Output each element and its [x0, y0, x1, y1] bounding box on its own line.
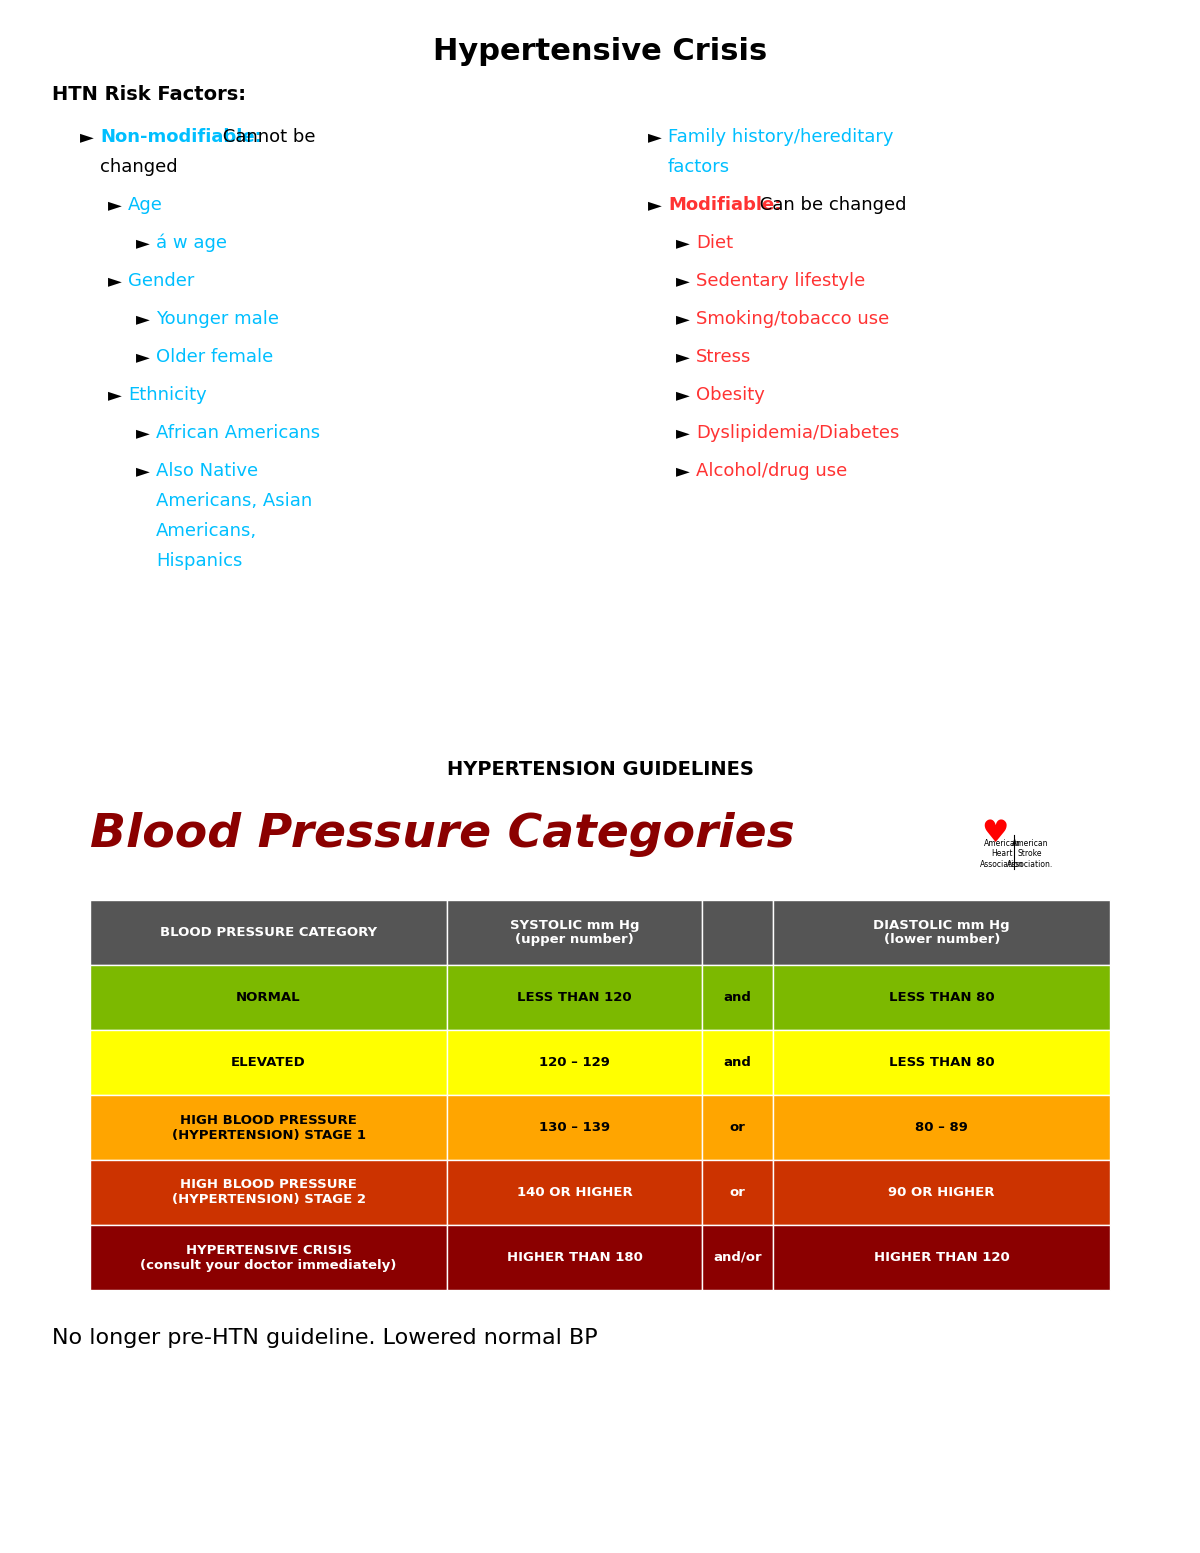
Text: HYPERTENSION GUIDELINES: HYPERTENSION GUIDELINES	[446, 759, 754, 780]
Text: changed: changed	[100, 158, 178, 175]
Text: Gender: Gender	[128, 272, 194, 290]
Bar	[90, 964, 446, 1030]
Text: HYPERTENSIVE CRISIS
(consult your doctor immediately): HYPERTENSIVE CRISIS (consult your doctor…	[140, 1244, 397, 1272]
Text: Hispanics: Hispanics	[156, 551, 242, 570]
Text: ►: ►	[136, 348, 150, 367]
Text: ►: ►	[80, 127, 94, 146]
Text: Younger male: Younger male	[156, 311, 278, 328]
Text: Can be changed: Can be changed	[754, 196, 906, 214]
Text: or: or	[730, 1121, 745, 1134]
Text: 120 – 129: 120 – 129	[539, 1056, 610, 1068]
Text: Blood Pressure Categories: Blood Pressure Categories	[90, 812, 794, 857]
Text: American
Stroke
Association.: American Stroke Association.	[1007, 839, 1054, 868]
Text: Alcohol/drug use: Alcohol/drug use	[696, 461, 847, 480]
Text: LESS THAN 80: LESS THAN 80	[889, 991, 995, 1003]
Text: Ethnicity: Ethnicity	[128, 387, 206, 404]
Bar	[774, 901, 1110, 964]
Text: Family history/hereditary: Family history/hereditary	[668, 127, 894, 146]
Text: Smoking/tobacco use: Smoking/tobacco use	[696, 311, 889, 328]
Text: Cannot be: Cannot be	[217, 127, 316, 146]
Text: Older female: Older female	[156, 348, 274, 367]
Bar	[90, 901, 446, 964]
Bar	[774, 1030, 1110, 1095]
Bar	[702, 964, 774, 1030]
Text: Americans,: Americans,	[156, 522, 257, 540]
Text: ►: ►	[136, 235, 150, 252]
Text: 90 OR HIGHER: 90 OR HIGHER	[888, 1186, 995, 1199]
Text: Obesity: Obesity	[696, 387, 764, 404]
Text: ►: ►	[648, 127, 662, 146]
Text: ►: ►	[676, 461, 690, 480]
Text: ►: ►	[136, 311, 150, 328]
Bar	[702, 1160, 774, 1225]
Text: or: or	[730, 1186, 745, 1199]
Text: ELEVATED: ELEVATED	[232, 1056, 306, 1068]
Text: ►: ►	[136, 424, 150, 443]
Text: Stress: Stress	[696, 348, 751, 367]
Text: HIGHER THAN 180: HIGHER THAN 180	[506, 1252, 642, 1264]
Text: Age: Age	[128, 196, 163, 214]
Text: SYSTOLIC mm Hg
(upper number): SYSTOLIC mm Hg (upper number)	[510, 918, 640, 946]
Bar	[446, 1225, 702, 1291]
Text: HIGH BLOOD PRESSURE
(HYPERTENSION) STAGE 2: HIGH BLOOD PRESSURE (HYPERTENSION) STAGE…	[172, 1179, 366, 1207]
Bar	[446, 1160, 702, 1225]
Text: á w age: á w age	[156, 235, 227, 253]
Bar	[90, 1225, 446, 1291]
Text: Sedentary lifestyle: Sedentary lifestyle	[696, 272, 865, 290]
Text: HIGHER THAN 120: HIGHER THAN 120	[874, 1252, 1009, 1264]
Text: ►: ►	[108, 387, 122, 404]
Bar	[774, 964, 1110, 1030]
Text: Also Native: Also Native	[156, 461, 258, 480]
Bar	[702, 1030, 774, 1095]
Text: ♥: ♥	[982, 818, 1009, 848]
Bar	[702, 901, 774, 964]
Text: ►: ►	[676, 387, 690, 404]
Bar	[774, 1095, 1110, 1160]
Text: African Americans: African Americans	[156, 424, 320, 443]
Text: factors: factors	[668, 158, 730, 175]
Text: American
Heart
Association: American Heart Association	[980, 839, 1024, 868]
Text: ►: ►	[676, 235, 690, 252]
Text: HIGH BLOOD PRESSURE
(HYPERTENSION) STAGE 1: HIGH BLOOD PRESSURE (HYPERTENSION) STAGE…	[172, 1114, 366, 1141]
Text: LESS THAN 80: LESS THAN 80	[889, 1056, 995, 1068]
Text: Diet: Diet	[696, 235, 733, 252]
Bar	[702, 1095, 774, 1160]
Text: 140 OR HIGHER: 140 OR HIGHER	[517, 1186, 632, 1199]
Text: Americans, Asian: Americans, Asian	[156, 492, 312, 509]
Text: Modifiable:: Modifiable:	[668, 196, 781, 214]
Text: Non-modifiable:: Non-modifiable:	[100, 127, 262, 146]
Text: ►: ►	[108, 196, 122, 214]
Bar	[446, 901, 702, 964]
Bar	[774, 1225, 1110, 1291]
Text: HTN Risk Factors:: HTN Risk Factors:	[52, 85, 246, 104]
Bar	[90, 1095, 446, 1160]
Text: ►: ►	[648, 196, 662, 214]
Bar	[446, 1095, 702, 1160]
Text: NORMAL: NORMAL	[236, 991, 301, 1003]
Text: BLOOD PRESSURE CATEGORY: BLOOD PRESSURE CATEGORY	[160, 926, 377, 940]
Bar	[90, 1030, 446, 1095]
Text: ►: ►	[676, 311, 690, 328]
Text: ►: ►	[676, 424, 690, 443]
Text: and: and	[724, 1056, 751, 1068]
Text: and/or: and/or	[713, 1252, 762, 1264]
Bar	[774, 1160, 1110, 1225]
Text: ►: ►	[136, 461, 150, 480]
Text: and: and	[724, 991, 751, 1003]
Bar	[90, 1160, 446, 1225]
Text: LESS THAN 120: LESS THAN 120	[517, 991, 632, 1003]
Bar	[446, 1030, 702, 1095]
Text: Hypertensive Crisis: Hypertensive Crisis	[433, 37, 767, 67]
Text: No longer pre-HTN guideline. Lowered normal BP: No longer pre-HTN guideline. Lowered nor…	[52, 1328, 598, 1348]
Text: Dyslipidemia/Diabetes: Dyslipidemia/Diabetes	[696, 424, 899, 443]
Text: 130 – 139: 130 – 139	[539, 1121, 610, 1134]
Text: 80 – 89: 80 – 89	[916, 1121, 968, 1134]
Text: ►: ►	[676, 348, 690, 367]
Bar	[702, 1225, 774, 1291]
Text: ►: ►	[676, 272, 690, 290]
Text: DIASTOLIC mm Hg
(lower number): DIASTOLIC mm Hg (lower number)	[874, 918, 1010, 946]
Text: ►: ►	[108, 272, 122, 290]
Bar	[446, 964, 702, 1030]
